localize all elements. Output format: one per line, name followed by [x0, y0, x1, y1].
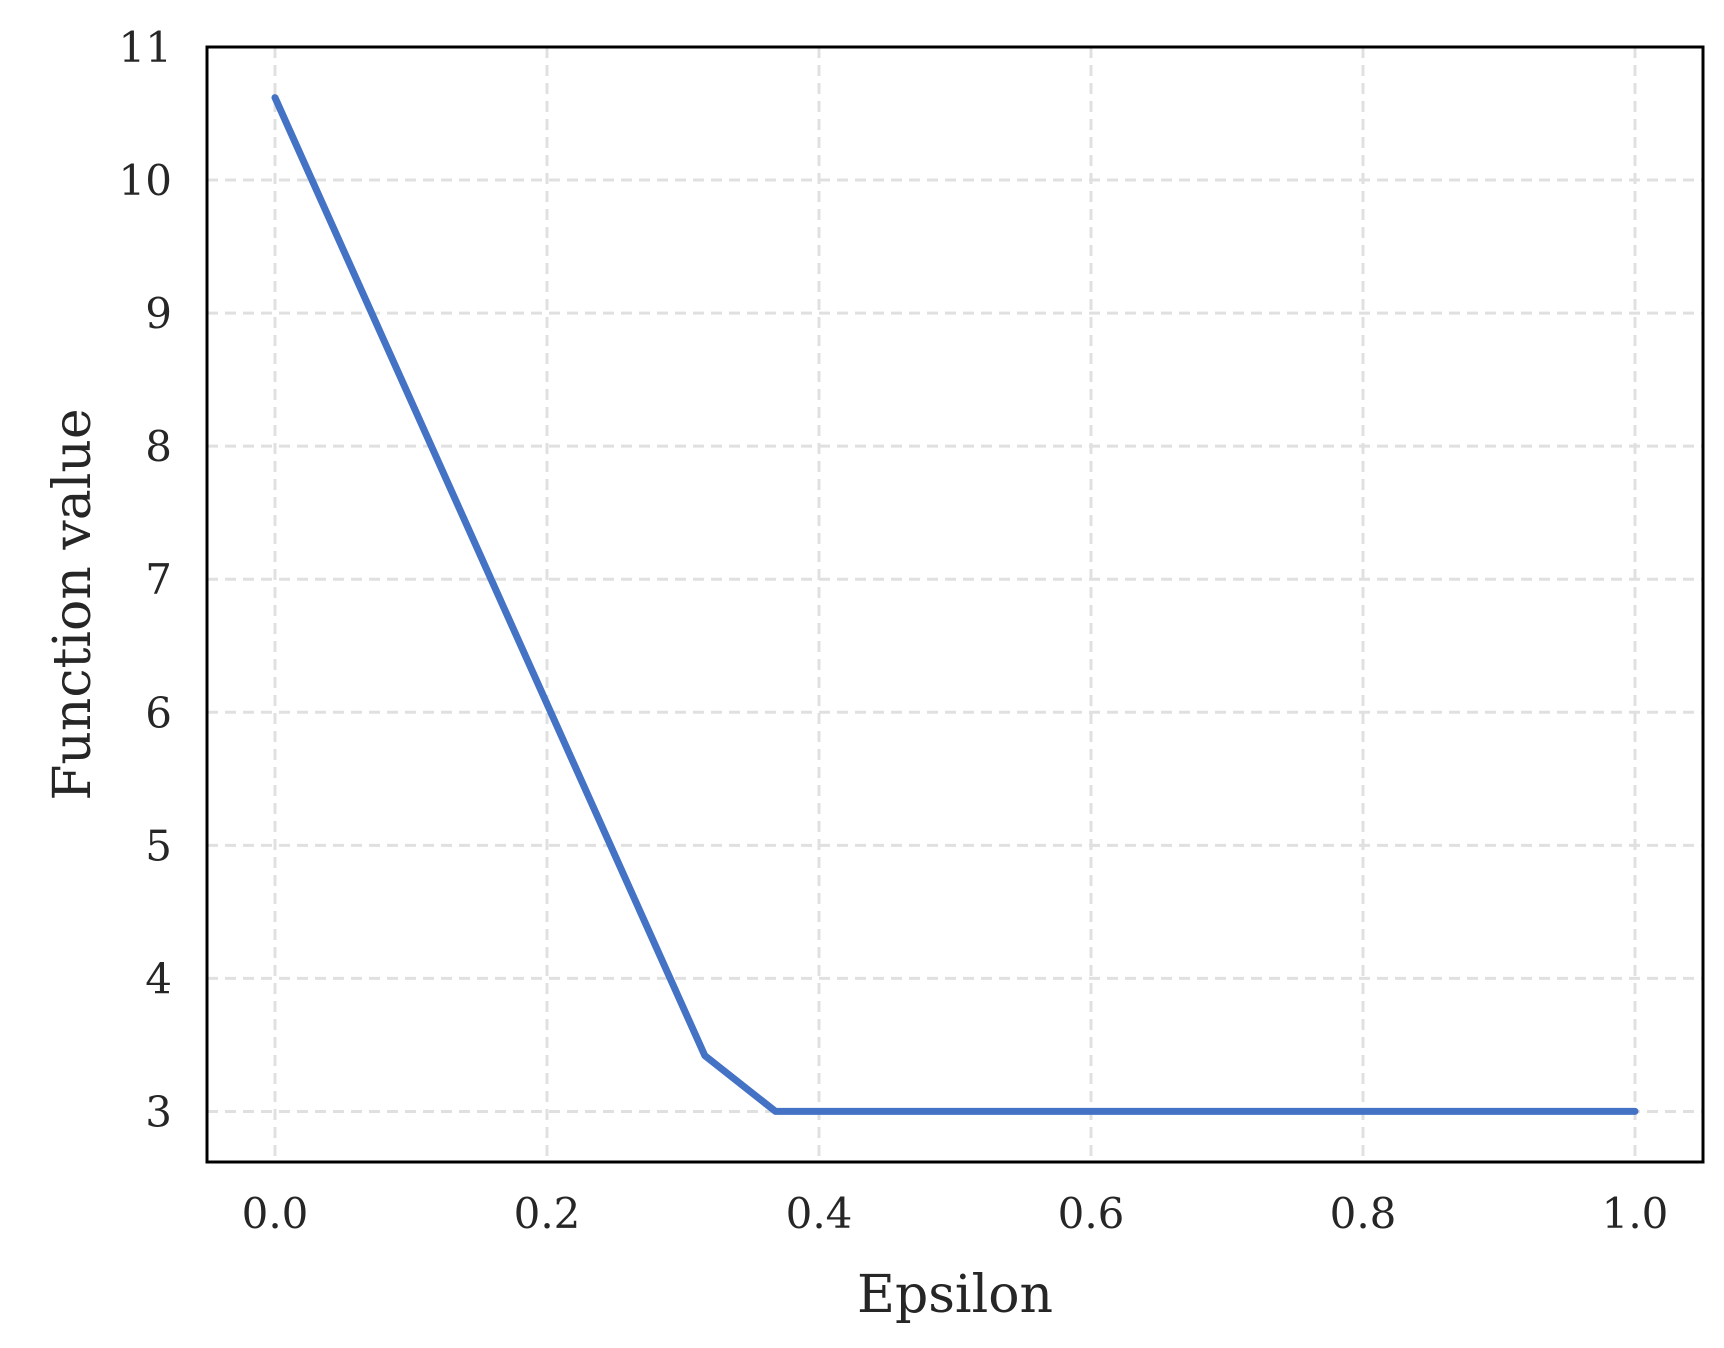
x-tick-label: 0.8 [1330, 1189, 1397, 1238]
y-tick-label: 8 [145, 422, 172, 471]
grid [207, 45, 1703, 1162]
y-tick-label: 10 [119, 156, 172, 205]
x-axis-label: Epsilon [857, 1265, 1053, 1325]
y-tick-label: 3 [145, 1087, 172, 1136]
y-axis-label: Function value [43, 408, 103, 800]
x-tick-label: 0.4 [786, 1189, 853, 1238]
series-line-0 [271, 94, 1639, 1115]
y-axis-ticks: 3 4 5 6 7 8 9 10 11 [119, 23, 172, 1136]
y-tick-label: 5 [145, 821, 172, 870]
plot-area-frame [205, 45, 1705, 1164]
x-tick-label: 0.6 [1058, 1189, 1125, 1238]
x-tick-label: 0.0 [242, 1189, 309, 1238]
y-tick-label: 11 [119, 23, 172, 72]
x-tick-label: 0.2 [514, 1189, 581, 1238]
y-tick-label: 4 [145, 954, 172, 1003]
x-tick-label: 1.0 [1602, 1189, 1669, 1238]
y-tick-label: 6 [145, 688, 172, 737]
series-layer [271, 94, 1639, 1115]
y-tick-label: 9 [145, 289, 172, 338]
x-axis-ticks: 0.0 0.2 0.4 0.6 0.8 1.0 [242, 1189, 1669, 1238]
y-tick-label: 7 [145, 555, 172, 604]
